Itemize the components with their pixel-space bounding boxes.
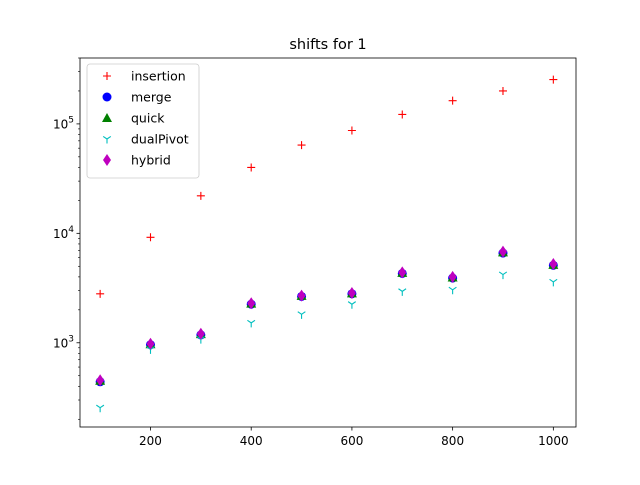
y-tick-label: 103 bbox=[53, 334, 74, 350]
data-point-dualPivot bbox=[146, 346, 155, 354]
x-tick-label: 400 bbox=[240, 434, 263, 448]
y-tick-exponent: 4 bbox=[68, 225, 74, 235]
data-point-hybrid bbox=[347, 286, 356, 299]
series-dualPivot bbox=[96, 271, 558, 413]
chart-title: shifts for 1 bbox=[289, 37, 366, 53]
y-tick-base: 10 bbox=[53, 227, 68, 241]
legend-item-merge: merge bbox=[102, 90, 172, 105]
y-tick-base: 10 bbox=[53, 336, 68, 350]
x-tick-label: 200 bbox=[139, 434, 162, 448]
legend-item-insertion: insertion bbox=[103, 69, 186, 84]
y-tick-base: 10 bbox=[53, 117, 68, 131]
data-point-dualPivot bbox=[297, 311, 306, 319]
data-point-insertion bbox=[297, 141, 306, 150]
data-point-dualPivot bbox=[398, 288, 407, 296]
x-tick-label: 800 bbox=[441, 434, 464, 448]
legend-label: dualPivot bbox=[131, 132, 189, 147]
legend-label: insertion bbox=[131, 69, 186, 84]
y-tick-label: 105 bbox=[53, 115, 74, 131]
series-hybrid bbox=[96, 245, 558, 387]
data-point-dualPivot bbox=[498, 271, 508, 280]
legend-marker-insertion bbox=[103, 72, 111, 80]
y-tick-exponent: 3 bbox=[68, 334, 74, 344]
data-point-hybrid bbox=[549, 257, 558, 270]
legend-label: quick bbox=[131, 111, 165, 126]
legend-label: hybrid bbox=[131, 153, 171, 168]
series-merge bbox=[95, 248, 558, 387]
data-point-insertion bbox=[247, 163, 256, 172]
data-point-hybrid bbox=[498, 245, 507, 258]
data-point-insertion bbox=[549, 75, 558, 84]
data-point-dualPivot bbox=[347, 301, 357, 309]
data-point-hybrid bbox=[448, 270, 457, 283]
data-point-dualPivot bbox=[549, 278, 558, 287]
legend-marker-hybrid bbox=[103, 154, 111, 166]
legend-box bbox=[86, 63, 200, 179]
data-point-hybrid bbox=[297, 289, 306, 302]
data-point-hybrid bbox=[146, 337, 155, 350]
data-point-dualPivot bbox=[247, 319, 256, 328]
legend-item-hybrid: hybrid bbox=[103, 153, 171, 168]
plot-frame bbox=[79, 57, 577, 428]
data-points bbox=[95, 75, 559, 413]
legend-label: merge bbox=[131, 90, 172, 105]
x-tick-label: 600 bbox=[340, 434, 363, 448]
legend-item-quick: quick bbox=[102, 111, 165, 126]
y-tick-label: 104 bbox=[53, 225, 74, 241]
y-tick-exponent: 5 bbox=[68, 115, 74, 125]
legend-marker-quick bbox=[102, 113, 112, 122]
legend-marker-dualPivot bbox=[102, 135, 112, 144]
data-point-insertion bbox=[196, 191, 205, 200]
data-point-dualPivot bbox=[96, 404, 105, 413]
data-point-dualPivot bbox=[448, 286, 457, 295]
data-point-insertion bbox=[347, 126, 356, 135]
series-quick bbox=[95, 247, 559, 385]
legend-marker-merge bbox=[102, 92, 112, 102]
legend-item-dualPivot: dualPivot bbox=[102, 132, 189, 147]
data-point-insertion bbox=[146, 233, 155, 242]
data-point-insertion bbox=[448, 96, 457, 105]
data-point-insertion bbox=[498, 86, 507, 95]
series-insertion bbox=[96, 75, 558, 298]
data-point-hybrid bbox=[398, 266, 407, 279]
legend: insertion merge quick dualPivot hybrid bbox=[86, 63, 200, 179]
data-point-hybrid bbox=[247, 297, 256, 310]
data-point-hybrid bbox=[96, 374, 105, 387]
x-tick-label: 1000 bbox=[538, 434, 569, 448]
data-point-insertion bbox=[96, 289, 105, 298]
data-point-insertion bbox=[398, 110, 407, 119]
data-point-hybrid bbox=[196, 327, 205, 340]
